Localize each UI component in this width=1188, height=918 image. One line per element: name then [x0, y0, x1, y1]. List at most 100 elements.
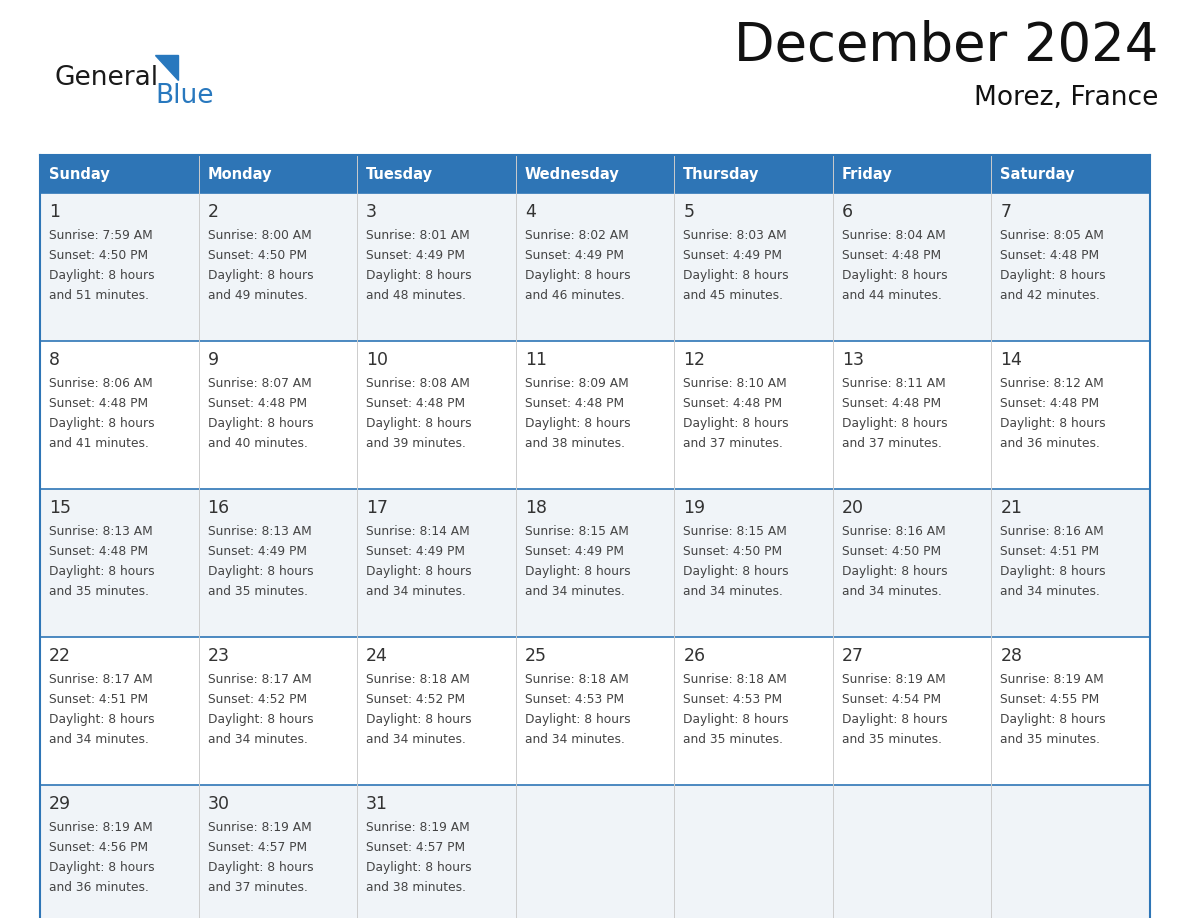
Bar: [198, 341, 358, 489]
Bar: [833, 155, 992, 193]
Bar: [40, 155, 198, 193]
Text: Daylight: 8 hours: Daylight: 8 hours: [208, 565, 314, 578]
Bar: [675, 341, 833, 489]
Bar: [516, 155, 675, 193]
Text: Daylight: 8 hours: Daylight: 8 hours: [366, 713, 472, 726]
Text: 17: 17: [366, 499, 388, 517]
Text: Daylight: 8 hours: Daylight: 8 hours: [1000, 713, 1106, 726]
Text: Blue: Blue: [154, 83, 214, 109]
Bar: [516, 785, 675, 918]
Text: 3: 3: [366, 203, 377, 221]
Text: Daylight: 8 hours: Daylight: 8 hours: [49, 565, 154, 578]
Text: Sunrise: 8:00 AM: Sunrise: 8:00 AM: [208, 229, 311, 242]
Text: Daylight: 8 hours: Daylight: 8 hours: [208, 713, 314, 726]
Text: and 38 minutes.: and 38 minutes.: [525, 437, 625, 450]
Text: Daylight: 8 hours: Daylight: 8 hours: [525, 565, 631, 578]
Text: and 35 minutes.: and 35 minutes.: [1000, 733, 1100, 746]
Text: and 45 minutes.: and 45 minutes.: [683, 289, 783, 302]
Text: 9: 9: [208, 351, 219, 369]
Bar: [358, 489, 516, 637]
Text: Sunset: 4:48 PM: Sunset: 4:48 PM: [683, 397, 783, 410]
Text: Sunset: 4:49 PM: Sunset: 4:49 PM: [208, 545, 307, 558]
Text: and 40 minutes.: and 40 minutes.: [208, 437, 308, 450]
Text: Sunset: 4:48 PM: Sunset: 4:48 PM: [366, 397, 466, 410]
Text: Sunset: 4:57 PM: Sunset: 4:57 PM: [366, 841, 466, 854]
Text: 13: 13: [842, 351, 864, 369]
Text: Sunset: 4:48 PM: Sunset: 4:48 PM: [49, 545, 148, 558]
Bar: [833, 637, 992, 785]
Text: Sunrise: 8:19 AM: Sunrise: 8:19 AM: [49, 821, 153, 834]
Text: Sunday: Sunday: [49, 166, 109, 182]
Text: Sunset: 4:50 PM: Sunset: 4:50 PM: [842, 545, 941, 558]
Text: Daylight: 8 hours: Daylight: 8 hours: [842, 269, 948, 282]
Text: Daylight: 8 hours: Daylight: 8 hours: [525, 417, 631, 430]
Text: Sunset: 4:53 PM: Sunset: 4:53 PM: [525, 693, 624, 706]
Text: Sunset: 4:48 PM: Sunset: 4:48 PM: [842, 249, 941, 262]
Text: and 34 minutes.: and 34 minutes.: [49, 733, 148, 746]
Bar: [40, 637, 198, 785]
Text: Daylight: 8 hours: Daylight: 8 hours: [525, 713, 631, 726]
Bar: [833, 193, 992, 341]
Bar: [516, 193, 675, 341]
Text: Friday: Friday: [842, 166, 892, 182]
Text: Sunrise: 8:15 AM: Sunrise: 8:15 AM: [525, 525, 628, 538]
Text: Sunset: 4:53 PM: Sunset: 4:53 PM: [683, 693, 783, 706]
Text: Sunset: 4:52 PM: Sunset: 4:52 PM: [208, 693, 307, 706]
Text: Daylight: 8 hours: Daylight: 8 hours: [366, 565, 472, 578]
Text: Sunset: 4:49 PM: Sunset: 4:49 PM: [525, 545, 624, 558]
Text: 26: 26: [683, 647, 706, 665]
Bar: [358, 785, 516, 918]
Text: Sunrise: 8:13 AM: Sunrise: 8:13 AM: [49, 525, 153, 538]
Text: 10: 10: [366, 351, 388, 369]
Text: Sunset: 4:49 PM: Sunset: 4:49 PM: [525, 249, 624, 262]
Bar: [358, 193, 516, 341]
Bar: [198, 637, 358, 785]
Text: Tuesday: Tuesday: [366, 166, 434, 182]
Text: Sunset: 4:51 PM: Sunset: 4:51 PM: [49, 693, 148, 706]
Polygon shape: [154, 55, 178, 80]
Text: 11: 11: [525, 351, 546, 369]
Bar: [992, 155, 1150, 193]
Text: Sunset: 4:49 PM: Sunset: 4:49 PM: [683, 249, 782, 262]
Text: Daylight: 8 hours: Daylight: 8 hours: [208, 861, 314, 874]
Text: Sunrise: 8:15 AM: Sunrise: 8:15 AM: [683, 525, 788, 538]
Text: 21: 21: [1000, 499, 1023, 517]
Bar: [992, 341, 1150, 489]
Text: and 34 minutes.: and 34 minutes.: [366, 733, 466, 746]
Text: Sunset: 4:48 PM: Sunset: 4:48 PM: [842, 397, 941, 410]
Text: Sunrise: 8:12 AM: Sunrise: 8:12 AM: [1000, 377, 1104, 390]
Text: Daylight: 8 hours: Daylight: 8 hours: [683, 713, 789, 726]
Text: and 35 minutes.: and 35 minutes.: [683, 733, 783, 746]
Text: Sunrise: 8:05 AM: Sunrise: 8:05 AM: [1000, 229, 1105, 242]
Text: Sunset: 4:49 PM: Sunset: 4:49 PM: [366, 249, 466, 262]
Text: 14: 14: [1000, 351, 1023, 369]
Bar: [833, 341, 992, 489]
Text: Daylight: 8 hours: Daylight: 8 hours: [49, 861, 154, 874]
Bar: [358, 341, 516, 489]
Text: Sunset: 4:50 PM: Sunset: 4:50 PM: [49, 249, 148, 262]
Text: 7: 7: [1000, 203, 1011, 221]
Text: Sunset: 4:48 PM: Sunset: 4:48 PM: [208, 397, 307, 410]
Text: Sunrise: 8:08 AM: Sunrise: 8:08 AM: [366, 377, 470, 390]
Text: Sunrise: 8:09 AM: Sunrise: 8:09 AM: [525, 377, 628, 390]
Bar: [358, 155, 516, 193]
Text: 2: 2: [208, 203, 219, 221]
Text: and 35 minutes.: and 35 minutes.: [49, 585, 148, 598]
Bar: [516, 489, 675, 637]
Text: General: General: [55, 65, 159, 91]
Text: and 48 minutes.: and 48 minutes.: [366, 289, 466, 302]
Text: Daylight: 8 hours: Daylight: 8 hours: [49, 417, 154, 430]
Text: and 34 minutes.: and 34 minutes.: [208, 733, 308, 746]
Text: Sunset: 4:48 PM: Sunset: 4:48 PM: [1000, 397, 1100, 410]
Bar: [833, 785, 992, 918]
Text: and 44 minutes.: and 44 minutes.: [842, 289, 942, 302]
Text: Sunrise: 8:17 AM: Sunrise: 8:17 AM: [208, 673, 311, 686]
Text: and 46 minutes.: and 46 minutes.: [525, 289, 625, 302]
Text: Daylight: 8 hours: Daylight: 8 hours: [49, 713, 154, 726]
Text: Sunset: 4:55 PM: Sunset: 4:55 PM: [1000, 693, 1100, 706]
Text: Daylight: 8 hours: Daylight: 8 hours: [366, 269, 472, 282]
Bar: [992, 193, 1150, 341]
Text: 28: 28: [1000, 647, 1023, 665]
Text: Sunrise: 8:02 AM: Sunrise: 8:02 AM: [525, 229, 628, 242]
Bar: [675, 193, 833, 341]
